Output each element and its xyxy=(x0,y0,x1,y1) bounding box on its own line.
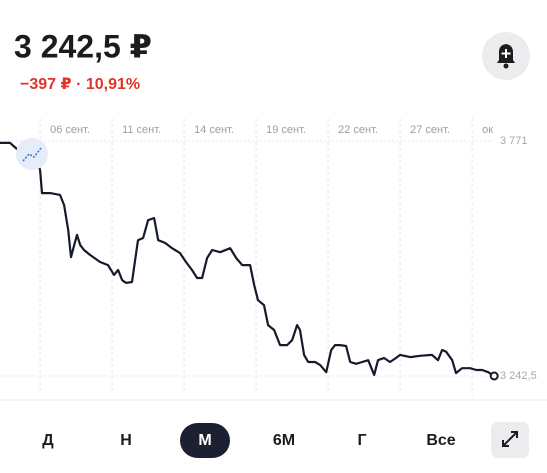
period-selected-bg[interactable] xyxy=(180,423,230,458)
price: 3 242,5 ₽ xyxy=(14,28,152,64)
x-tick-label: 06 сент. xyxy=(50,124,90,136)
alert-button[interactable] xyxy=(482,32,530,80)
x-tick-label: 14 сент. xyxy=(194,124,234,136)
period-option[interactable]: М xyxy=(198,432,211,449)
y-tick-label: 3 771 xyxy=(500,135,528,147)
period-option[interactable]: Д xyxy=(42,432,54,449)
price-line xyxy=(0,141,495,377)
period-option[interactable]: Н xyxy=(120,432,132,449)
x-tick-label: 19 сент. xyxy=(266,124,306,136)
indicator-button[interactable] xyxy=(16,138,48,170)
y-tick-label: 3 242,5 xyxy=(500,370,537,382)
price-change: −397 ₽ · 10,91% xyxy=(20,76,140,93)
bell-clapper xyxy=(503,63,509,69)
plot: 3 771 3 242,5 xyxy=(0,135,537,382)
last-point-marker xyxy=(489,371,499,381)
period-option[interactable]: 6М xyxy=(273,432,295,449)
bell-plus xyxy=(501,49,511,58)
x-tick-label: 22 сент. xyxy=(338,124,378,136)
fullscreen-button[interactable] xyxy=(491,422,529,458)
indicator-bg[interactable] xyxy=(16,138,48,170)
x-tick-label: 27 сент. xyxy=(410,124,450,136)
period-selector: Д Н М 6М Г Все xyxy=(42,423,456,458)
period-option[interactable]: Все xyxy=(426,432,455,449)
grid xyxy=(0,118,493,396)
x-tick-label: ок xyxy=(482,124,493,136)
x-tick-label: 11 сент. xyxy=(122,124,161,136)
period-option[interactable]: Г xyxy=(357,432,366,449)
fullscreen-icon xyxy=(502,431,518,447)
x-labels: 06 сент. 11 сент. 14 сент. 19 сент. 22 сент.… xyxy=(50,124,493,136)
indicator-icon xyxy=(22,147,42,162)
